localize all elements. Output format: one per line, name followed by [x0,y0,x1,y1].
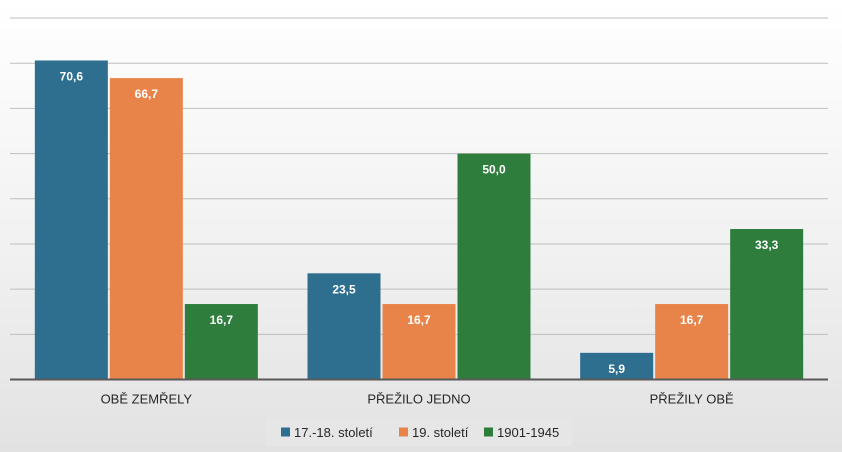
bars [34,60,804,380]
legend-swatch-3 [484,427,493,437]
bar-3-2 [457,153,531,380]
data-label: 16,7 [407,313,431,327]
bar-1-1 [34,60,108,380]
bar-3-3 [730,229,804,380]
data-label: 16,7 [210,313,234,327]
bar-2-3 [655,304,729,380]
bar-2-1 [109,78,183,380]
legend: 17.-18. století 19. století 1901-1945 [266,418,572,446]
data-label: 16,7 [680,313,704,327]
category-label: OBĚ ZEMŘELY [101,392,193,407]
data-label: 66,7 [135,87,159,101]
data-label: 70,6 [60,69,84,83]
data-label: 33,3 [755,238,779,252]
legend-swatch-1 [281,427,290,437]
bar-2-2 [382,304,456,380]
legend-label-1: 17.-18. století [294,425,373,440]
legend-label-2: 19. století [412,425,469,440]
legend-label-3: 1901-1945 [497,425,559,440]
bar-1-2 [307,273,381,380]
bar-1-3 [580,352,654,380]
category-label: PŘEŽILY OBĚ [650,392,734,407]
data-labels: 70,6 66,7 16,7 23,5 16,7 50,0 5,9 16,7 33,3 [60,69,779,375]
data-label: 23,5 [332,282,356,296]
legend-swatch-2 [399,427,408,437]
data-label: 5,9 [608,362,625,376]
data-label: 50,0 [482,163,506,177]
category-label: PŘEŽILO JEDNO [367,392,470,407]
bar-3-1 [184,304,258,380]
category-labels: OBĚ ZEMŘELY PŘEŽILO JEDNO PŘEŽILY OBĚ [101,392,734,407]
legend-box [266,418,572,446]
